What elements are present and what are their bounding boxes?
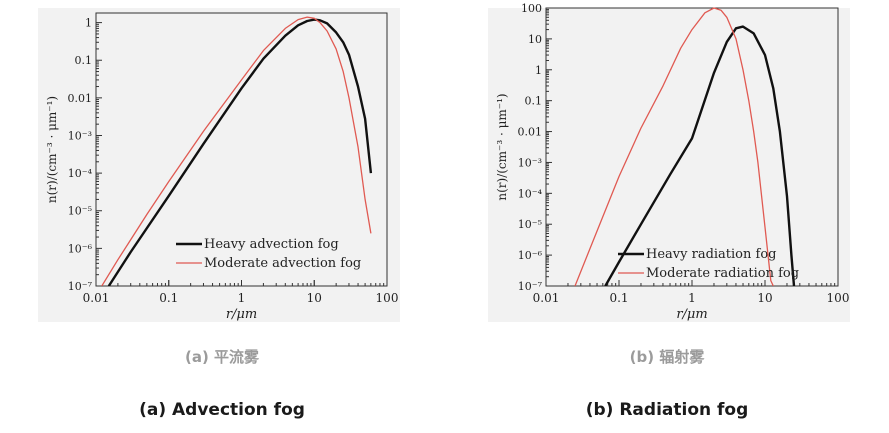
plot-frame <box>545 7 839 287</box>
x-tick-label: 0.01 <box>83 291 110 305</box>
y-tick-label: 10⁻⁷ <box>518 280 543 293</box>
series-line-moderate <box>574 7 774 286</box>
caption-english: (a) Advection fog <box>139 400 305 420</box>
x-tick-label: 100 <box>827 291 850 305</box>
caption-chinese: (a) 平流雾 <box>184 348 260 366</box>
x-tick-label: 10 <box>307 291 322 305</box>
y-tick-label: 1 <box>85 17 92 30</box>
series-line-moderate <box>101 16 372 286</box>
y-tick-label: 10⁻³ <box>518 156 542 169</box>
x-tick-label: 0.01 <box>533 291 560 305</box>
y-tick-label: 0.01 <box>68 92 93 105</box>
y-tick-label: 0.1 <box>525 95 543 108</box>
chart-panel-advection: 0.01 0.1 1 10 100 10⁻⁷ 10⁻⁶ 10⁻⁵ 10⁻⁴ 10⁻³ 0.01 0.1… <box>0 0 444 433</box>
legend-label: Heavy radiation fog <box>646 247 776 262</box>
advection-fog-chart: 0.01 0.1 1 10 100 10⁻⁷ 10⁻⁶ 10⁻⁵ 10⁻⁴ 10⁻³ 0.01 0.1… <box>45 12 399 322</box>
x-tick-label: 1 <box>238 291 246 305</box>
chart-panel-radiation: 0.01 0.1 1 10 100 10⁻⁷ 10⁻⁶ 10⁻⁵ 10⁻⁴ 10⁻³ 0.01 0.1… <box>445 0 889 433</box>
y-tick-label: 10⁻⁵ <box>68 205 92 218</box>
y-tick-label: 10⁻⁷ <box>68 280 93 293</box>
y-tick-label: 10⁻⁴ <box>68 167 93 180</box>
y-tick-label: 0.1 <box>75 54 93 67</box>
y-axis-label: n(r)/(cm⁻³ · μm⁻¹) <box>45 96 59 203</box>
x-tick-label: 1 <box>688 291 696 305</box>
y-tick-label: 10⁻³ <box>68 129 92 142</box>
x-tick-label: 0.1 <box>609 291 628 305</box>
y-tick-label: 10⁻⁶ <box>518 249 543 262</box>
y-tick-label: 10⁻⁴ <box>518 187 543 200</box>
legend-label: Heavy advection fog <box>204 237 339 252</box>
x-tick-label: 10 <box>757 291 772 305</box>
caption-english: (b) Radiation fog <box>585 400 749 420</box>
y-tick-label: 10⁻⁶ <box>68 242 93 255</box>
y-tick-label: 100 <box>521 2 542 15</box>
x-axis-label: r/μm <box>676 307 707 322</box>
y-tick-label: 10⁻⁵ <box>518 218 542 231</box>
x-axis-label: r/μm <box>226 307 257 322</box>
radiation-fog-chart: 0.01 0.1 1 10 100 10⁻⁷ 10⁻⁶ 10⁻⁵ 10⁻⁴ 10⁻³ 0.01 0.1… <box>495 2 850 322</box>
x-tick-label: 0.1 <box>159 291 178 305</box>
legend-label: Moderate advection fog <box>204 256 361 271</box>
series-line-heavy <box>107 18 373 286</box>
y-axis-label: n(r)/(cm⁻³ · μm⁻¹) <box>495 93 509 200</box>
caption-chinese: (b) 辐射雾 <box>629 348 705 366</box>
x-tick-label: 100 <box>376 291 399 305</box>
y-tick-label: 0.01 <box>518 126 543 139</box>
series-line-heavy <box>604 25 796 286</box>
y-tick-label: 10 <box>528 33 542 46</box>
y-tick-label: 1 <box>535 64 542 77</box>
legend-label: Moderate radiation fog <box>646 266 799 281</box>
